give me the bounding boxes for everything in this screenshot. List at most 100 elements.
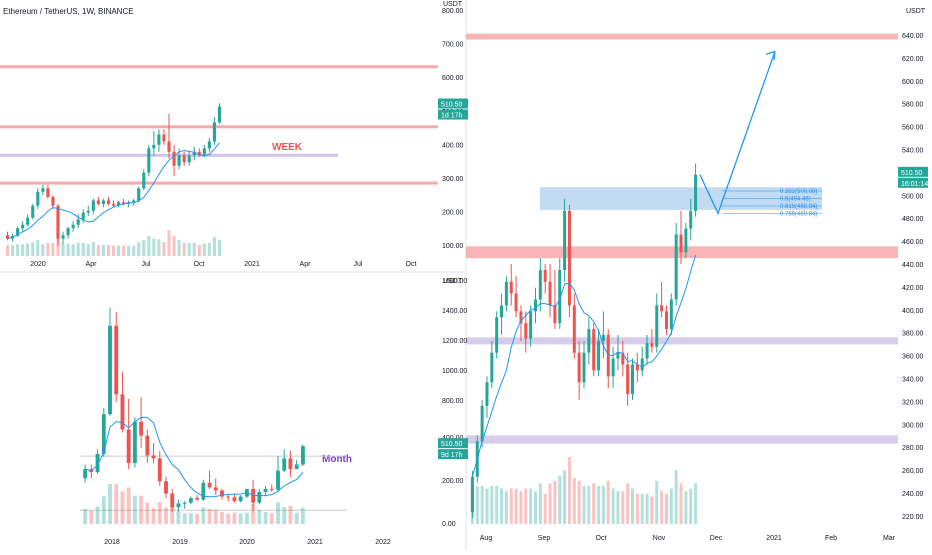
y-axis-tick-label: 600.00: [442, 75, 464, 82]
volume-bar: [244, 512, 249, 524]
y-axis-tick-label: 500.00: [902, 193, 924, 200]
x-axis-tick-label: Jul: [354, 261, 363, 268]
volume-bar: [95, 506, 100, 524]
volume-bar: [220, 512, 224, 524]
x-axis-tick-label: Nov: [653, 535, 666, 542]
countdown-tag-label: 9d 17h: [441, 452, 463, 459]
volume-bar: [645, 493, 649, 524]
volume-bar: [5, 244, 10, 256]
y-axis-tick-label: 800.00: [442, 398, 464, 405]
candle-body: [192, 151, 196, 156]
price-tag-label: 510.50: [441, 441, 463, 448]
volume-bar: [631, 488, 635, 524]
candle-body: [157, 458, 162, 482]
x-axis-tick-label: Feb: [825, 535, 837, 542]
y-axis-tick-label: 640.00: [902, 33, 924, 40]
volume-bar: [207, 242, 211, 256]
volume-bar: [187, 242, 191, 256]
y-axis-tick-label: 260.00: [902, 468, 924, 475]
price-tag-box: [438, 438, 468, 449]
candle-body: [170, 493, 175, 508]
candle-body: [669, 299, 673, 330]
volume-bar: [71, 244, 75, 256]
volume-bar: [132, 495, 137, 524]
candle-body: [300, 446, 305, 465]
volume-bar: [26, 243, 30, 256]
candle-body: [139, 421, 144, 436]
volume-bar: [89, 510, 94, 524]
candle-body: [490, 352, 494, 383]
volume-bar: [553, 480, 557, 524]
fib-level-label: 0.382(500.08): [780, 189, 817, 195]
candle-body: [142, 172, 146, 189]
candle-body: [294, 464, 299, 470]
x-axis-tick-label: 2021: [307, 539, 323, 546]
candle-body: [251, 488, 256, 503]
candle-body: [182, 502, 187, 504]
candle-body: [470, 476, 474, 513]
main-zone-support-3: [466, 337, 898, 345]
candle-body: [548, 281, 552, 306]
y-axis-tick-label: 360.00: [902, 354, 924, 361]
candle-body: [176, 503, 181, 508]
candle-body: [5, 235, 10, 239]
y-axis-tick-label: 220.00: [902, 514, 924, 521]
volume-bar: [543, 493, 547, 524]
volume-bar: [152, 238, 156, 256]
week-label: WEEK: [272, 142, 303, 153]
candle-body: [126, 429, 131, 463]
candle-body: [232, 497, 237, 502]
candle-body: [167, 141, 171, 152]
candle-body: [16, 228, 20, 236]
volume-bar: [108, 484, 112, 524]
candle-body: [645, 343, 649, 359]
projection-path: [699, 51, 776, 215]
candle-body: [188, 498, 193, 503]
y-axis-tick-label: 620.00: [902, 56, 924, 63]
volume-bar: [116, 245, 121, 256]
y-axis-tick-label: 0.00: [442, 521, 456, 528]
candle-body: [56, 205, 60, 239]
candle-body: [132, 200, 136, 203]
moving-average-line: [84, 416, 304, 498]
annotation-layer: 0.382(500.08) 0.5(494.46)0.618(488.84) 0.7…: [699, 50, 822, 218]
candle-body: [151, 455, 156, 459]
volume-layer: [5, 230, 698, 524]
candles-layer: [5, 103, 698, 519]
volume-bar: [101, 244, 105, 256]
x-axis-tick-label: Aug: [480, 535, 493, 542]
candle-body: [514, 293, 518, 312]
volume-bar: [21, 244, 25, 256]
volume-bar: [96, 244, 100, 256]
volume-bar: [519, 491, 523, 524]
volume-bar: [485, 488, 489, 524]
candle-body: [122, 202, 126, 204]
candle-body: [41, 188, 45, 192]
volume-bar: [475, 485, 479, 524]
x-axis-tick-label: Jul: [142, 261, 151, 268]
volume-bar: [495, 485, 499, 524]
candle-body: [145, 435, 150, 456]
volume-bar: [524, 488, 528, 524]
moving-average-line: [7, 142, 220, 240]
candle-body: [288, 458, 293, 470]
price-tag-label: 510.50: [901, 170, 923, 177]
volume-bar: [201, 507, 206, 524]
volume-bar: [41, 244, 45, 256]
y-axis-tick-label: 580.00: [902, 102, 924, 109]
volume-bar: [137, 242, 141, 256]
volume-bar: [176, 511, 181, 524]
volume-bar: [655, 480, 659, 524]
x-axis-tick-label: 2022: [375, 539, 391, 546]
volume-bar: [276, 502, 280, 524]
x-axis-tick-label: 2021: [244, 261, 260, 268]
candle-body: [606, 334, 610, 377]
volume-bar: [182, 242, 186, 256]
candle-body: [114, 325, 119, 395]
main-unit-label: USDT: [906, 8, 926, 15]
volume-bar: [207, 508, 212, 524]
volume-bar: [514, 488, 518, 524]
candle-body: [582, 352, 586, 383]
